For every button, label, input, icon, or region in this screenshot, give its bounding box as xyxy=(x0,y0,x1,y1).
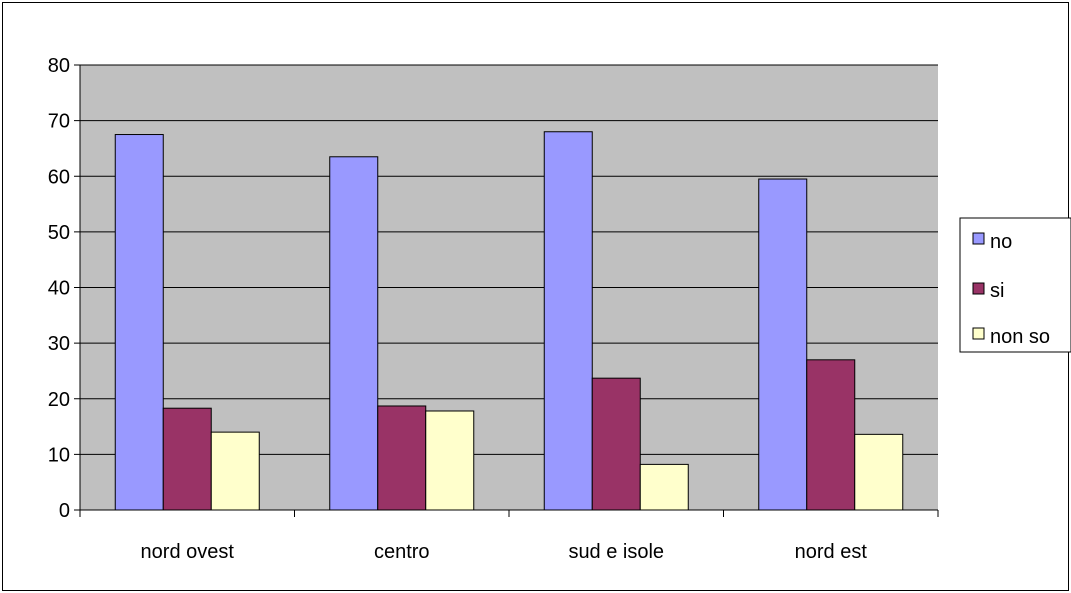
legend-label-no: no xyxy=(990,231,1012,253)
bar-no-sud-e-isole xyxy=(543,131,593,511)
bars xyxy=(114,131,904,511)
x-tick-label: nord est xyxy=(795,541,868,563)
y-tick-label: 40 xyxy=(48,278,70,300)
bar-si-nord-ovest xyxy=(162,407,212,511)
bar-non-so-nord-est xyxy=(854,433,904,511)
legend-swatch-non-so xyxy=(972,327,985,340)
bar-non-so-centro xyxy=(425,410,475,511)
legend: no si non so xyxy=(959,217,1071,353)
y-tick-label: 70 xyxy=(48,111,70,133)
bar-no-centro xyxy=(329,156,379,511)
y-axis-ticks: 0 10 20 30 40 50 60 70 80 xyxy=(48,55,80,522)
x-tick-label: sud e isole xyxy=(568,541,664,563)
x-tick-label: centro xyxy=(374,541,430,563)
bar-si-sud-e-isole xyxy=(591,377,641,511)
bar-si-centro xyxy=(377,405,427,511)
legend-swatch-no xyxy=(972,232,985,245)
y-tick-label: 30 xyxy=(48,333,70,355)
y-tick-label: 20 xyxy=(48,389,70,411)
bar-no-nord-est xyxy=(758,178,808,511)
legend-swatch-si xyxy=(972,282,985,295)
legend-label-si: si xyxy=(990,280,1004,302)
y-tick-label: 60 xyxy=(48,166,70,188)
legend-label-non-so: non so xyxy=(990,326,1050,348)
bar-non-so-nord-ovest xyxy=(210,431,260,511)
x-tick-label: nord ovest xyxy=(141,541,235,563)
bar-non-so-sud-e-isole xyxy=(639,463,689,511)
y-tick-label: 50 xyxy=(48,222,70,244)
x-axis-ticks: nord ovest centro sud e isole nord est xyxy=(79,510,939,563)
bar-no-nord-ovest xyxy=(114,134,164,511)
bar-si-nord-est xyxy=(806,359,856,511)
y-tick-label: 80 xyxy=(48,55,70,77)
y-tick-label: 0 xyxy=(59,500,70,522)
y-tick-label: 10 xyxy=(48,444,70,466)
